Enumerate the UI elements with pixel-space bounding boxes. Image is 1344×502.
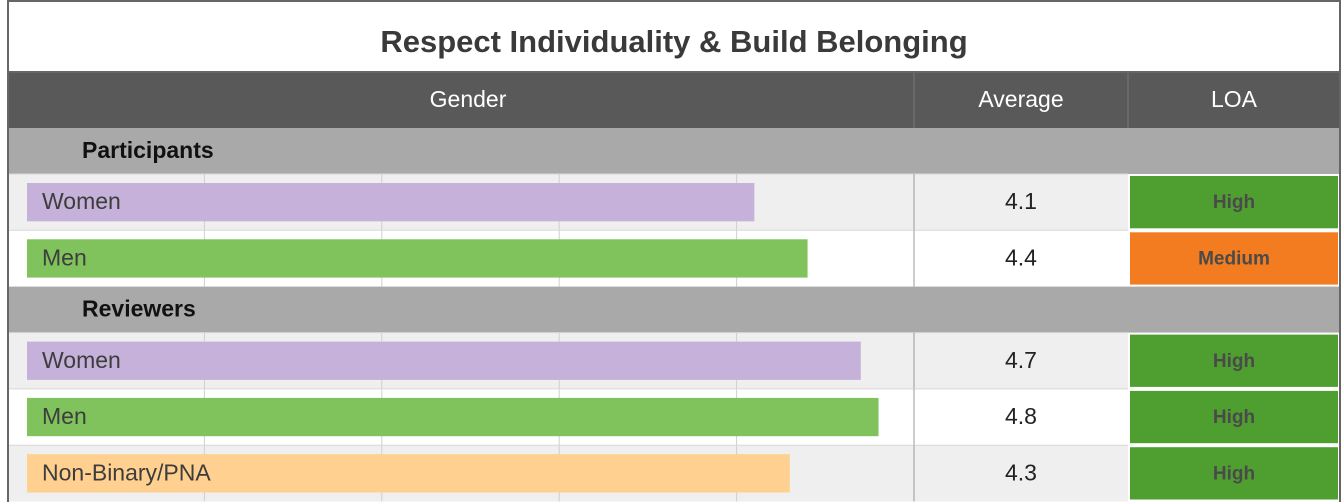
bar-label: Men [42, 403, 87, 429]
loa-cell [1130, 334, 1338, 387]
loa-value: Medium [1198, 248, 1270, 269]
outer-border [7, 0, 1341, 502]
header-row [8, 72, 1340, 128]
header-average: Average [978, 86, 1063, 112]
loa-cell [1130, 390, 1338, 444]
loa-cell [1130, 447, 1338, 500]
loa-value: High [1213, 463, 1255, 484]
bar-label: Women [42, 188, 121, 214]
bar-label: Men [42, 245, 87, 271]
bar [27, 183, 755, 222]
group-label: Participants [82, 137, 214, 163]
bar [27, 341, 861, 380]
bar-label: Non-Binary/PNA [42, 459, 211, 485]
group-row [8, 286, 1340, 333]
average-value: 4.7 [1005, 347, 1037, 373]
average-value: 4.8 [1005, 403, 1037, 429]
loa-cell [1130, 232, 1338, 285]
group-label: Reviewers [82, 296, 196, 322]
bar [27, 239, 808, 278]
loa-value: High [1213, 351, 1255, 372]
bar [27, 454, 790, 493]
average-value: 4.3 [1005, 459, 1037, 485]
loa-value: High [1213, 192, 1255, 213]
title: Respect Individuality & Build Belonging [380, 24, 967, 59]
bar [27, 397, 879, 437]
group-row [8, 128, 1340, 174]
header-gender: Gender [430, 86, 507, 112]
average-value: 4.1 [1005, 188, 1037, 214]
header-loa: LOA [1211, 86, 1258, 112]
title-cell [8, 2, 1340, 72]
loa-value: High [1213, 407, 1255, 428]
loa-cell [1130, 176, 1338, 229]
average-value: 4.4 [1005, 245, 1037, 271]
bar-label: Women [42, 347, 121, 373]
